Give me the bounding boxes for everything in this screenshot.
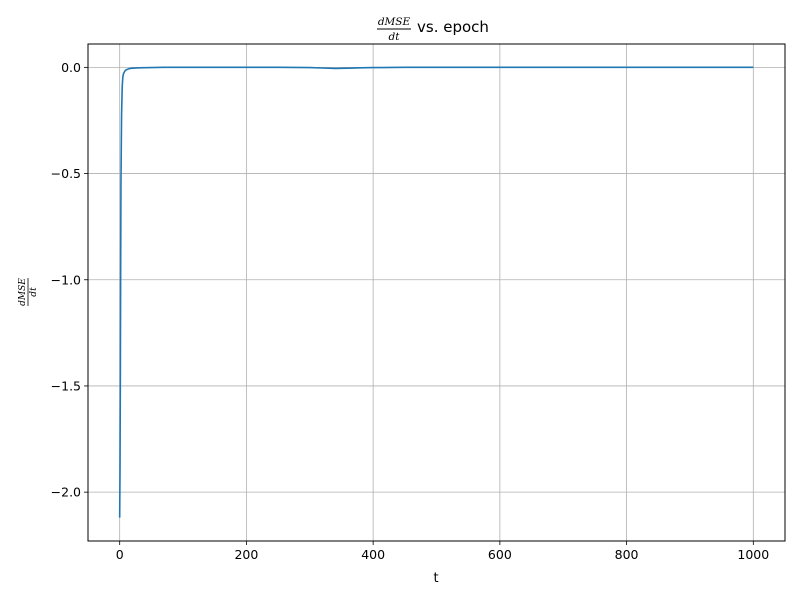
plot-frame	[87, 43, 786, 542]
plot-area	[88, 44, 785, 541]
y-tick-label: −2.0	[51, 485, 81, 500]
y-tick-label: −1.5	[51, 378, 81, 393]
y-tick-label: −1.0	[51, 272, 81, 287]
chart-title: dMSE dt vs. epoch	[377, 16, 489, 43]
x-tick-label: 600	[488, 547, 512, 562]
title-numerator: dMSE	[378, 16, 411, 28]
y-axis-ticks: 0.0 −0.5 −1.0 −1.5 −2.0	[51, 60, 88, 500]
y-axis-label: dMSE dt	[18, 278, 39, 306]
series-line	[118, 66, 754, 518]
grid	[88, 44, 785, 541]
ylabel-denominator: dt	[29, 287, 39, 297]
title-denominator: dt	[389, 31, 401, 43]
x-tick-label: 0	[116, 547, 124, 562]
y-tick-label: −0.5	[51, 166, 81, 181]
x-tick-label: 800	[615, 547, 639, 562]
x-axis-label: t	[433, 571, 438, 586]
y-tick-label: 0.0	[61, 60, 81, 75]
x-tick-label: 200	[234, 547, 258, 562]
x-tick-label: 1000	[737, 547, 769, 562]
ylabel-numerator: dMSE	[18, 278, 28, 306]
series-layer	[118, 66, 754, 518]
x-tick-label: 400	[361, 547, 385, 562]
x-axis-ticks: 0 200 400 600 800 1000	[116, 541, 769, 562]
title-suffix: vs. epoch	[417, 18, 489, 36]
